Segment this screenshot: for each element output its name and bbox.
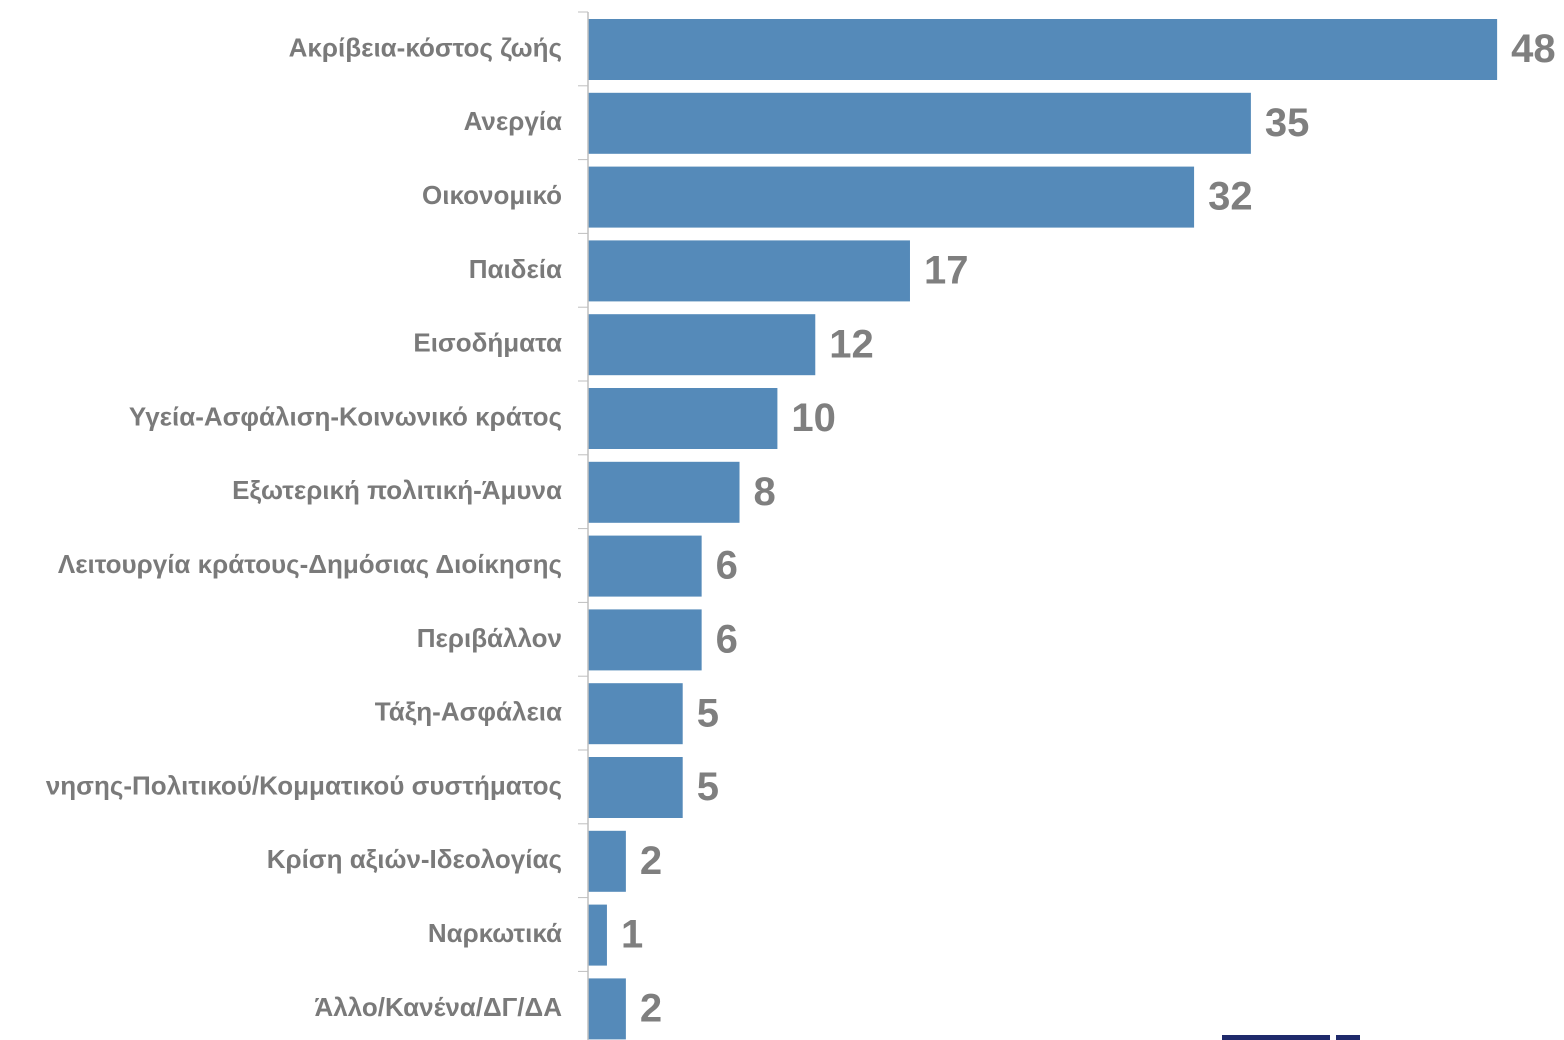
category-label: Τάξη-Ασφάλεια <box>375 697 562 727</box>
category-label: Ανεργία <box>464 106 562 136</box>
bar <box>588 461 740 523</box>
category-label: Ναρκωτικά <box>428 918 562 948</box>
value-label: 1 <box>621 913 643 957</box>
value-label: 48 <box>1511 27 1556 71</box>
bar <box>588 683 683 745</box>
value-label: 12 <box>829 322 874 366</box>
value-label: 5 <box>697 691 719 735</box>
bar <box>588 92 1251 154</box>
category-label: Λειτουργία κράτους-Δημόσιας Διοίκησης <box>58 549 562 579</box>
value-label: 35 <box>1265 101 1310 145</box>
bar <box>588 904 607 966</box>
value-label: 6 <box>716 617 738 661</box>
bar <box>588 609 702 671</box>
category-label: Υγεία-Ασφάλιση-Κοινωνικό κράτος <box>129 401 562 431</box>
value-label: 32 <box>1208 175 1253 219</box>
category-label: Παιδεία <box>469 254 562 284</box>
category-label: Εισοδήματα <box>413 328 562 358</box>
category-label: Ακρίβεια-κόστος ζωής <box>289 32 562 62</box>
bar <box>588 314 816 376</box>
category-label: Εξωτερική πολιτική-Άμυνα <box>232 475 562 505</box>
bar <box>588 757 683 818</box>
value-label: 17 <box>924 248 969 292</box>
value-label: 6 <box>716 544 738 588</box>
value-label: 2 <box>640 839 662 883</box>
bar <box>588 535 702 597</box>
logo <box>1222 1035 1330 1040</box>
bar <box>588 19 1498 80</box>
bar <box>588 388 778 449</box>
bar <box>588 978 626 1040</box>
bar <box>588 240 910 302</box>
logo <box>1336 1035 1360 1040</box>
category-label: Περιβάλλον <box>417 623 562 653</box>
value-label: 10 <box>791 396 836 440</box>
value-label: 2 <box>640 986 662 1030</box>
value-label: 5 <box>697 765 719 809</box>
value-label: 8 <box>754 470 776 514</box>
category-label: Κρίση αξιών-Ιδεολογίας <box>267 844 562 874</box>
category-label: νησης-Πολιτικού/Κομματικού συστήματος <box>46 770 562 800</box>
bar <box>588 830 626 892</box>
bar <box>588 166 1195 228</box>
category-label: Άλλο/Κανένα/ΔΓ/ΔΑ <box>314 992 562 1022</box>
category-label: Οικονομικό <box>422 180 562 210</box>
